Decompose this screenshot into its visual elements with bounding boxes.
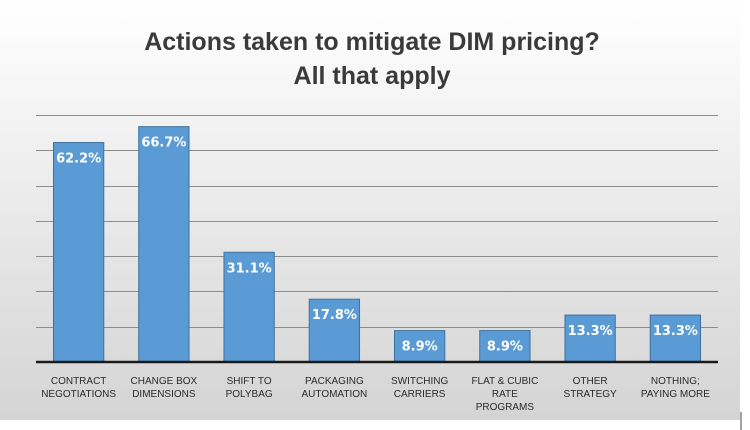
x-tick-label-line: PAYING MORE	[641, 389, 710, 400]
bar	[308, 298, 361, 363]
x-tick-label: CHANGE BOX DIMENSIONS	[131, 376, 198, 400]
data-label: 62.2%	[56, 152, 101, 167]
data-label: 66.7%	[141, 136, 186, 151]
x-tick-label-line: DIMENSIONS	[132, 389, 196, 400]
x-tick-label-line: PROGRAMS	[476, 402, 535, 413]
chart-background	[0, 0, 740, 420]
data-label: 31.1%	[227, 261, 272, 276]
x-tick-label: PACKAGING AUTOMATION	[302, 376, 368, 400]
x-tick-label-line: AUTOMATION	[302, 389, 368, 400]
x-tick-label-line: CONTRACT	[51, 376, 107, 387]
x-tick-label: SHIFT TO POLYBAG	[226, 376, 273, 400]
bar	[138, 126, 190, 363]
bar	[52, 142, 105, 363]
x-tick-label-line: SWITCHING	[391, 376, 448, 387]
x-tick-label: FLAT & CUBIC RATE PROGRAMS	[471, 376, 538, 413]
x-tick-label-line: STRATEGY	[564, 389, 617, 400]
x-tick-label-line: CARRIERS	[394, 389, 446, 400]
x-tick-label-line: OTHER	[573, 376, 608, 387]
data-label: 8.9%	[402, 340, 438, 355]
x-tick-label: OTHER STRATEGY	[564, 376, 617, 400]
bar-series: 62.2% 66.7% 31.1% 17.8% 8.9% 8.9% 13.3% 13.3%	[52, 126, 702, 363]
bar	[564, 314, 616, 363]
x-tick-label-line: CHANGE BOX	[131, 376, 198, 387]
data-label: 17.8%	[312, 308, 357, 323]
x-tick-label-line: PACKAGING	[305, 376, 364, 387]
bar	[223, 251, 275, 363]
x-tick-label: CONTRACT NEGOTIATIONS	[41, 376, 116, 400]
data-label: 8.9%	[487, 340, 523, 355]
x-tick-label-line: POLYBAG	[226, 389, 273, 400]
x-tick-labels: CONTRACT NEGOTIATIONS CHANGE BOX DIMENSIONS…	[41, 376, 710, 413]
chart-title: Actions taken to mitigate DIM pricing?	[144, 28, 600, 56]
data-label: 13.3%	[653, 324, 698, 339]
x-tick-label-line: NEGOTIATIONS	[41, 389, 116, 400]
bar	[393, 330, 446, 363]
data-label: 13.3%	[568, 324, 613, 339]
x-tick-label-line: RATE	[492, 389, 518, 400]
x-tick-label-line: SHIFT TO	[227, 376, 272, 387]
x-tick-label-line: FLAT & CUBIC	[471, 376, 538, 387]
chart-subtitle: All that apply	[294, 62, 451, 90]
x-tick-label: SWITCHING CARRIERS	[391, 376, 448, 400]
bar	[649, 314, 702, 363]
x-tick-label: NOTHING; PAYING MORE	[641, 376, 710, 400]
x-tick-label-line: NOTHING;	[651, 376, 700, 387]
